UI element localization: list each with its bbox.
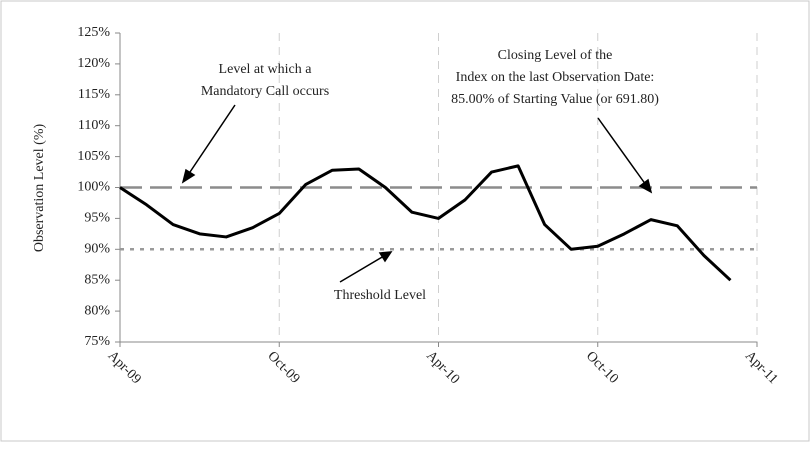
y-tick-label: 125% bbox=[77, 25, 110, 40]
y-tick-label: 95% bbox=[84, 211, 110, 226]
y-axis-label: Observation Level (%) bbox=[32, 124, 47, 253]
annotation: Index on the last Observation Date: bbox=[456, 70, 655, 85]
annotation: Threshold Level bbox=[334, 288, 426, 303]
y-tick-label: 100% bbox=[77, 180, 110, 195]
annotation: Closing Level of the bbox=[498, 48, 613, 63]
y-tick-label: 110% bbox=[78, 118, 110, 133]
y-tick-label: 80% bbox=[84, 303, 110, 318]
annotation: Mandatory Call occurs bbox=[201, 84, 329, 99]
y-tick-label: 85% bbox=[84, 272, 110, 287]
y-tick-label: 75% bbox=[84, 334, 110, 349]
y-tick-label: 115% bbox=[78, 87, 110, 102]
y-tick-label: 105% bbox=[77, 149, 110, 164]
annotation: 85.00% of Starting Value (or 691.80) bbox=[451, 92, 659, 107]
y-tick-label: 90% bbox=[84, 242, 110, 257]
arrows bbox=[181, 104, 653, 283]
annotation: Level at which a bbox=[219, 62, 313, 77]
y-tick-label: 120% bbox=[77, 56, 110, 71]
line-series bbox=[119, 164, 732, 282]
